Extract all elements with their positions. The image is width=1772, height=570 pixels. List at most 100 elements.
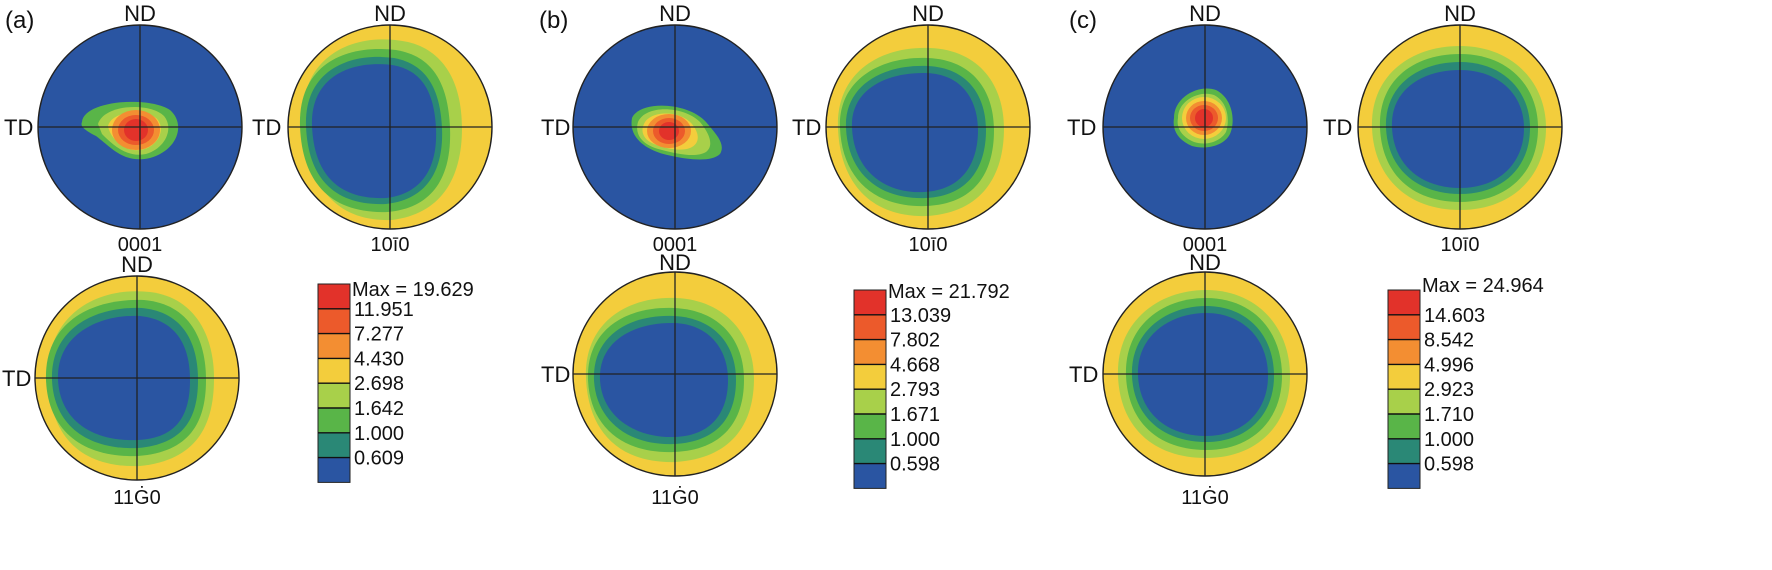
legend-max-label: Max = 24.964: [1422, 275, 1544, 297]
nd-label: ND: [1444, 1, 1476, 26]
legend-max-label: Max = 21.792: [888, 281, 1010, 303]
nd-label: ND: [374, 1, 406, 26]
pole-figure-rim: [1357, 24, 1563, 230]
legend-swatch: [1388, 290, 1420, 315]
pole-figure-rim: [287, 24, 493, 230]
legend-level-label: 4.668: [890, 354, 940, 376]
pole-figure-rim: [1102, 24, 1308, 230]
legend-level-label: 0.609: [354, 448, 404, 470]
td-label: TD: [1067, 115, 1096, 140]
legend-level-label: 1.000: [1424, 429, 1474, 451]
nd-label: ND: [124, 1, 156, 26]
legend-swatch: [854, 290, 886, 315]
panel-a-label: (a): [5, 7, 34, 34]
legend-swatch: [854, 414, 886, 439]
td-label: TD: [541, 115, 570, 140]
plane-label-prism: 10ī0: [371, 234, 410, 256]
legend-level-label: 8.542: [1424, 330, 1474, 352]
legend-swatch: [854, 364, 886, 390]
td-label: TD: [792, 115, 821, 140]
td-label: TD: [4, 115, 33, 140]
panel-c-basal-pole-figure: ND TD 0001: [1067, 1, 1308, 256]
legend-swatch: [318, 383, 350, 408]
legend-swatch: [318, 358, 350, 384]
nd-label: ND: [1189, 1, 1221, 26]
legend-swatch: [1388, 414, 1420, 439]
legend-swatch: [1388, 463, 1420, 489]
legend-swatch: [1388, 339, 1420, 365]
legend-level-label: 1.000: [890, 429, 940, 451]
legend-level-label: 2.923: [1424, 379, 1474, 401]
pole-figure-rim: [37, 24, 243, 230]
panel-a: (a) ND TD 0001: [2, 1, 493, 509]
legend-level-label: 1.710: [1424, 404, 1474, 426]
legend-level-label: 7.802: [890, 330, 940, 352]
panel-c-prism-pole-figure: ND TD 10ī0: [1323, 1, 1563, 256]
legend-swatch: [318, 432, 350, 458]
pole-figure-rim: [34, 275, 240, 481]
panel-b: (b) ND TD 0001: [539, 1, 1031, 509]
legend-level-label: 14.603: [1424, 305, 1485, 327]
legend-level-label: 1.642: [354, 398, 404, 420]
basal-texture-spot: [1173, 88, 1233, 148]
plane-label-basal: 0001: [118, 234, 163, 256]
plane-label-prism: 10ī0: [1441, 234, 1480, 256]
basal-texture-spot: [81, 101, 179, 160]
panel-b-pyramidal-pole-figure: ND TD 11Ġ0: [541, 250, 778, 509]
legend-level-label: 4.996: [1424, 354, 1474, 376]
legend-swatch: [1388, 364, 1420, 390]
legend-swatch: [318, 457, 350, 483]
legend-swatch: [854, 463, 886, 489]
td-label: TD: [541, 362, 570, 387]
nd-label: ND: [659, 250, 691, 275]
legend-swatch: [318, 408, 350, 433]
td-label: TD: [252, 115, 281, 140]
legend-swatch: [1388, 314, 1420, 340]
pole-figure-rim: [1102, 271, 1308, 477]
panel-c: (c) ND TD 0001: [1067, 1, 1563, 509]
basal-texture-spot: [631, 105, 722, 160]
legend-swatch: [854, 339, 886, 365]
legend-level-label: 1.000: [354, 423, 404, 445]
legend-level-label: 0.598: [890, 454, 940, 476]
plane-label-basal: 0001: [1183, 234, 1228, 256]
legend-level-label: 11.951: [354, 299, 414, 321]
panel-a-prism-pole-figure: ND TD 10ī0: [252, 1, 493, 256]
nd-label: ND: [659, 1, 691, 26]
legend-swatch: [854, 389, 886, 414]
legend-level-label: 7.277: [354, 324, 404, 346]
legend-swatch: [1388, 389, 1420, 414]
plane-label-pyramidal: 11Ġ0: [651, 486, 698, 509]
legend-level-label: 2.698: [354, 373, 404, 395]
legend-swatch: [318, 333, 350, 359]
nd-label: ND: [121, 252, 153, 277]
panel-b-prism-pole-figure: ND TD 10ī0: [792, 1, 1031, 256]
panel-b-basal-pole-figure: ND TD 0001: [541, 1, 778, 256]
nd-label: ND: [912, 1, 944, 26]
pole-figure-rim: [572, 271, 778, 477]
td-label: TD: [2, 366, 31, 391]
legend-max-label: Max = 19.629: [352, 279, 474, 301]
legend-swatch: [854, 314, 886, 340]
plane-label-prism: 10ī0: [909, 234, 948, 256]
legend-swatch: [854, 438, 886, 464]
legend-level-label: 2.793: [890, 379, 940, 401]
panel-a-pyramidal-pole-figure: ND TD 11Ġ0: [2, 252, 240, 509]
plane-label-pyramidal: 11Ġ0: [1181, 486, 1228, 509]
td-label: TD: [1323, 115, 1352, 140]
nd-label: ND: [1189, 250, 1221, 275]
legend-swatch: [318, 308, 350, 334]
legend-level-label: 1.671: [890, 404, 940, 426]
legend-level-label: 0.598: [1424, 454, 1474, 476]
td-label: TD: [1069, 362, 1098, 387]
panel-c-label: (c): [1069, 7, 1097, 34]
plane-label-basal: 0001: [653, 234, 698, 256]
legend-level-label: 4.430: [354, 348, 404, 370]
legend-swatch: [1388, 438, 1420, 464]
legend-level-label: 13.039: [890, 305, 951, 327]
pole-figure-rim: [825, 24, 1031, 230]
pole-figure-rim: [572, 24, 778, 230]
